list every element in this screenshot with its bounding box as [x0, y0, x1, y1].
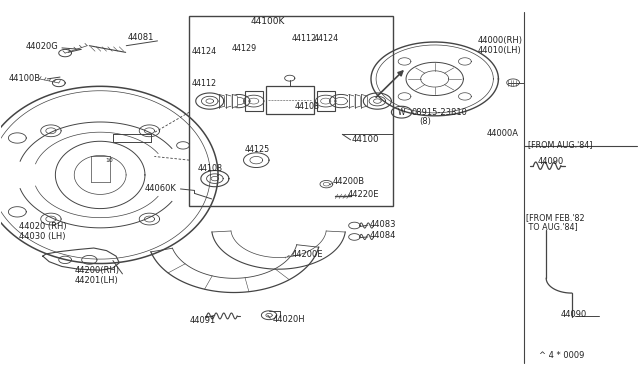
Text: 44000A: 44000A	[487, 129, 519, 138]
Polygon shape	[52, 79, 65, 87]
Text: [FROM FEB.'82: [FROM FEB.'82	[527, 213, 585, 222]
Text: 44010(LH): 44010(LH)	[478, 46, 522, 55]
Bar	[245, 92, 262, 111]
Polygon shape	[362, 94, 367, 108]
Text: 44108: 44108	[198, 164, 223, 173]
Text: 44081: 44081	[127, 33, 154, 42]
Text: 44000(RH): 44000(RH)	[478, 36, 523, 45]
Polygon shape	[59, 49, 72, 57]
Text: 44090: 44090	[561, 310, 587, 319]
Text: 44100B: 44100B	[9, 74, 41, 83]
Bar	[189, 16, 394, 206]
Polygon shape	[232, 94, 237, 108]
Polygon shape	[364, 93, 392, 109]
Polygon shape	[226, 94, 231, 108]
Polygon shape	[349, 234, 360, 240]
Polygon shape	[349, 94, 354, 108]
Bar	[317, 92, 335, 111]
Text: 44091: 44091	[190, 315, 216, 324]
Text: 44125: 44125	[245, 145, 270, 154]
Polygon shape	[507, 79, 520, 86]
Bar	[266, 86, 314, 114]
Text: 44201(LH): 44201(LH)	[75, 276, 118, 285]
Text: ^ 4 * 0009: ^ 4 * 0009	[539, 351, 584, 360]
Text: 44200(RH): 44200(RH)	[75, 266, 120, 275]
Text: TO AUG.'84]: TO AUG.'84]	[527, 222, 578, 231]
Text: 44084: 44084	[370, 231, 396, 240]
Text: 44220E: 44220E	[348, 190, 379, 199]
Text: [FROM AUG.'84]: [FROM AUG.'84]	[528, 140, 592, 149]
Text: 44030 (LH): 44030 (LH)	[19, 232, 66, 241]
Text: 44100K: 44100K	[251, 17, 285, 26]
Polygon shape	[201, 170, 229, 187]
Text: 44090: 44090	[538, 157, 564, 166]
Text: 10: 10	[105, 158, 113, 163]
Text: 44200E: 44200E	[291, 250, 323, 259]
Polygon shape	[355, 94, 360, 108]
Text: 44112: 44112	[191, 79, 216, 88]
Text: 44083: 44083	[370, 219, 396, 228]
Text: 44100: 44100	[352, 135, 380, 144]
Text: 44124: 44124	[191, 47, 216, 56]
Polygon shape	[349, 222, 360, 229]
Text: 44020H: 44020H	[272, 315, 305, 324]
Text: (8): (8)	[419, 116, 431, 125]
Text: 44112: 44112	[292, 34, 317, 43]
Text: 44129: 44129	[232, 44, 257, 53]
Text: 44108: 44108	[294, 102, 319, 111]
Polygon shape	[220, 94, 225, 108]
Text: 44020G: 44020G	[26, 42, 58, 51]
Text: W: W	[398, 108, 405, 117]
Text: 44200B: 44200B	[333, 177, 365, 186]
Text: 44124: 44124	[314, 34, 339, 43]
Polygon shape	[196, 93, 224, 109]
Text: 44060K: 44060K	[145, 185, 177, 193]
Text: 44020 (RH): 44020 (RH)	[19, 222, 67, 231]
Text: 08915-23810: 08915-23810	[412, 108, 468, 117]
